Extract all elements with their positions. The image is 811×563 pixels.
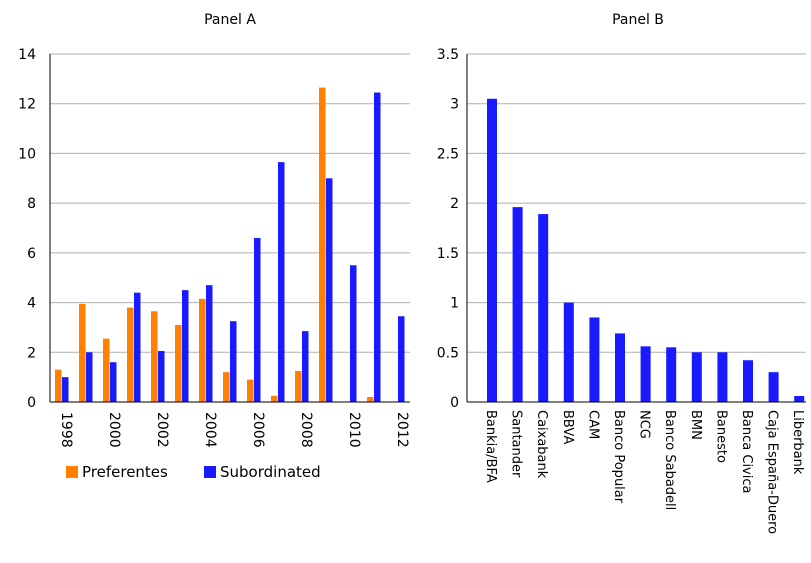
bar-bankia-bfa <box>487 98 497 402</box>
panel-a-title: Panel A <box>204 12 256 28</box>
panel-b-y-tick-label: 0 <box>450 395 459 411</box>
panel-b-category-label: BMN <box>688 410 703 440</box>
panel-a-y-tick-label: 6 <box>27 246 36 262</box>
bar-preferentes-2005 <box>223 372 230 402</box>
bar-banesto <box>717 352 728 402</box>
bar-subordinated-2001 <box>134 292 141 402</box>
bar-subordinated-2010 <box>350 265 357 402</box>
panel-a-y-tick-label: 8 <box>27 196 36 212</box>
panel-b-category-label: Banesto <box>713 410 728 463</box>
panel-a-y-tick-label: 2 <box>27 345 36 361</box>
bar-banco-popular <box>615 333 625 402</box>
bar-subordinated-2012 <box>398 316 405 402</box>
panel-b-y-tick-label: 3.5 <box>437 47 459 63</box>
legend-label-preferentes: Preferentes <box>82 463 168 481</box>
panel-a-x-tick-label: 2010 <box>346 412 362 448</box>
panel-a-y-tick-label: 12 <box>18 97 36 113</box>
legend-swatch-subordinated <box>204 466 216 478</box>
bar-subordinated-1998 <box>62 377 69 402</box>
panel-a-y-tick-label: 10 <box>18 146 36 162</box>
panel-a: Panel A 0 2 4 6 8 10 12 14 1998 2000 2002 2004 2006 20… <box>18 12 410 481</box>
panel-b-title: Panel B <box>612 12 664 28</box>
legend-label-subordinated: Subordinated <box>220 463 321 481</box>
bar-ncg <box>640 346 651 402</box>
bar-preferentes-2009 <box>319 87 326 403</box>
bar-subordinated-2011 <box>374 92 381 403</box>
bar-preferentes-1999 <box>79 303 86 402</box>
panel-b-category-label: Bankia/BFA <box>483 410 498 483</box>
bar-caixabank <box>538 214 549 402</box>
panel-a-x-tick-label: 2012 <box>394 412 410 448</box>
panel-b-y-tick-label: 1 <box>450 296 459 312</box>
panel-a-x-tick-label: 2008 <box>298 412 314 448</box>
bar-preferentes-2004 <box>199 298 206 402</box>
bar-bmn <box>691 352 702 402</box>
bar-preferentes-2000 <box>103 338 110 402</box>
bar-subordinated-1999 <box>86 352 93 402</box>
panel-b-category-label: NCG <box>637 410 652 439</box>
panel-b-category-label: Santander <box>509 410 524 478</box>
bar-preferentes-2003 <box>175 324 182 402</box>
bar-banco-sabadell <box>666 347 677 402</box>
panel-b-category-label: Banca Civica <box>739 410 754 493</box>
bar-subordinated-2006 <box>254 237 261 402</box>
bar-cam <box>589 317 600 402</box>
bar-banca-civica <box>743 360 753 402</box>
panel-b-category-label: Caixabank <box>534 410 549 479</box>
bar-subordinated-2000 <box>110 362 117 402</box>
panel-b-category-label: Banco Sabadell <box>662 410 677 510</box>
panel-a-y-tick-label: 4 <box>27 296 36 312</box>
panel-a-x-tick-label: 2006 <box>250 412 266 448</box>
panel-a-x-tick-label: 2002 <box>154 412 170 448</box>
panel-b-category-label: Caja España-Duero <box>765 410 780 534</box>
bar-subordinated-2002 <box>158 351 165 402</box>
panel-b-y-tick-label: 1.5 <box>437 246 459 262</box>
bar-preferentes-2011 <box>367 397 374 402</box>
bar-caja-espa-a-duero <box>768 372 779 402</box>
panel-a-x-tick-label: 2000 <box>106 412 122 448</box>
panel-b-category-label: Banco Popular <box>611 410 626 504</box>
bar-bbva <box>563 302 574 402</box>
bar-preferentes-2002 <box>151 311 158 402</box>
bar-preferentes-2007 <box>271 395 278 402</box>
panel-b-category-label: CAM <box>585 410 600 439</box>
bar-subordinated-2003 <box>182 290 189 402</box>
panel-b-category-label: BBVA <box>560 410 575 444</box>
bar-liberbank <box>794 396 805 402</box>
panel-b-y-tick-label: 2.5 <box>437 146 459 162</box>
bar-preferentes-1998 <box>55 369 62 402</box>
bar-santander <box>512 207 523 402</box>
panel-a-y-tick-label: 0 <box>27 395 36 411</box>
bar-subordinated-2005 <box>230 321 237 402</box>
panel-a-y-tick-label: 14 <box>18 47 36 63</box>
panel-a-x-tick-label: 2004 <box>202 412 218 448</box>
panel-b: Panel B 0 0.5 1 1.5 2 2.5 3 3.5 Bankia/BFA Santand… <box>437 12 806 534</box>
bar-subordinated-2009 <box>326 178 333 402</box>
bar-preferentes-2001 <box>127 307 134 402</box>
panel-b-y-tick-label: 0.5 <box>437 345 459 361</box>
panel-b-y-tick-label: 2 <box>450 196 459 212</box>
panel-b-y-tick-label: 3 <box>450 97 459 113</box>
bar-preferentes-2008 <box>295 370 302 402</box>
panel-b-category-label: Liberbank <box>790 410 805 475</box>
bar-subordinated-2007 <box>278 162 285 402</box>
bar-preferentes-2006 <box>247 379 254 402</box>
bar-subordinated-2008 <box>302 331 309 402</box>
bar-subordinated-2004 <box>206 285 213 402</box>
legend-swatch-preferentes <box>66 466 78 478</box>
panel-a-x-tick-label: 1998 <box>58 412 74 448</box>
